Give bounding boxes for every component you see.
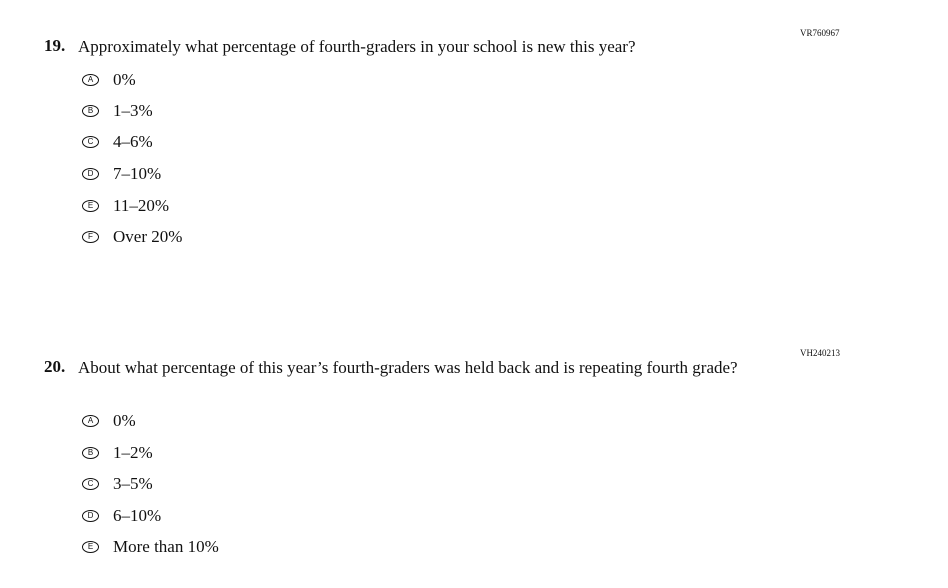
option-label: 6–10% <box>113 506 162 525</box>
option-label: 11–20% <box>113 196 170 215</box>
option-label: More than 10% <box>113 537 219 556</box>
answer-bubble-icon[interactable]: E <box>82 200 99 212</box>
option-label: 0% <box>113 411 136 430</box>
answer-option[interactable]: A 0% <box>82 70 136 90</box>
answer-option[interactable]: B 1–3% <box>82 101 153 121</box>
item-code: VR760967 <box>800 28 840 38</box>
answer-option[interactable]: D 6–10% <box>82 506 161 526</box>
answer-bubble-icon[interactable]: F <box>82 231 99 243</box>
answer-option[interactable]: F Over 20% <box>82 227 182 247</box>
answer-bubble-icon[interactable]: C <box>82 478 99 490</box>
option-label: 4–6% <box>113 132 153 151</box>
answer-bubble-icon[interactable]: B <box>82 105 99 117</box>
answer-option[interactable]: D 7–10% <box>82 164 161 184</box>
option-label: 7–10% <box>113 164 162 183</box>
answer-option[interactable]: A 0% <box>82 411 136 431</box>
question-number: 20. <box>44 357 66 376</box>
question-text: Approximately what percentage of fourth-… <box>78 37 636 56</box>
option-label: Over 20% <box>113 227 183 246</box>
answer-bubble-icon[interactable]: B <box>82 447 99 459</box>
answer-option[interactable]: B 1–2% <box>82 443 153 463</box>
option-label: 1–3% <box>113 101 153 120</box>
answer-bubble-icon[interactable]: A <box>82 74 99 86</box>
question-text: About what percentage of this year’s fou… <box>78 358 738 377</box>
answer-bubble-icon[interactable]: E <box>82 541 99 553</box>
option-label: 3–5% <box>113 474 153 493</box>
option-label: 0% <box>113 70 136 89</box>
option-label: 1–2% <box>113 443 153 462</box>
answer-bubble-icon[interactable]: D <box>82 168 99 180</box>
answer-bubble-icon[interactable]: C <box>82 136 99 148</box>
question-number: 19. <box>44 36 66 55</box>
item-code: VH240213 <box>800 348 840 358</box>
answer-option[interactable]: E More than 10% <box>82 537 219 557</box>
answer-option[interactable]: C 4–6% <box>82 132 153 152</box>
answer-option[interactable]: C 3–5% <box>82 474 153 494</box>
answer-option[interactable]: E 11–20% <box>82 196 169 216</box>
answer-bubble-icon[interactable]: A <box>82 415 99 427</box>
answer-bubble-icon[interactable]: D <box>82 510 99 522</box>
